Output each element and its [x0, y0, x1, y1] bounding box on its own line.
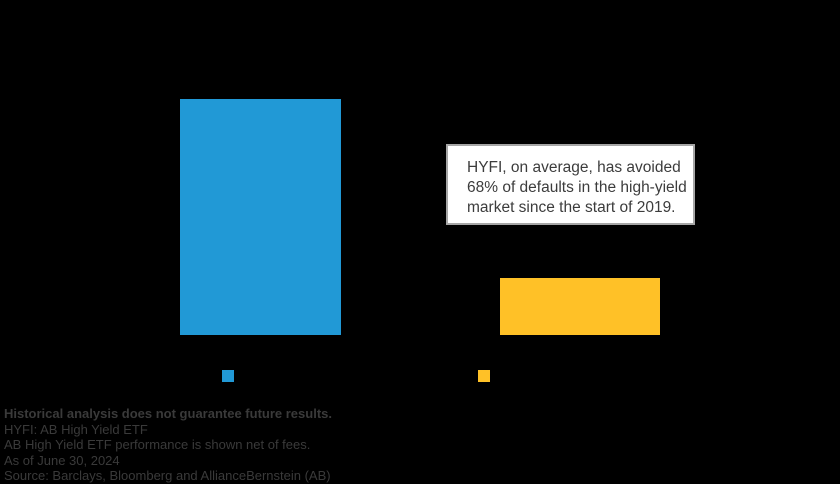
bar-blue — [180, 99, 341, 335]
footnote-disclaimer: Historical analysis does not guarantee f… — [4, 406, 332, 421]
callout-text-line: 68% of defaults in the high-yield — [467, 179, 687, 196]
footnotes: Historical analysis does not guarantee f… — [4, 406, 332, 484]
callout-box: HYFI, on average, has avoided 68% of def… — [446, 144, 695, 225]
legend-swatch-blue — [222, 370, 234, 382]
footnote-as-of-date: As of June 30, 2024 — [4, 452, 120, 468]
bar-yellow — [500, 278, 660, 335]
callout-text-line: HYFI, on average, has avoided — [467, 159, 681, 176]
footnote-hyfi-definition: HYFI: AB High Yield ETF — [4, 421, 148, 437]
legend-swatch-yellow — [478, 370, 490, 382]
callout-text-line: market since the start of 2019. — [467, 199, 676, 216]
footnote-net-of-fees: AB High Yield ETF performance is shown n… — [4, 437, 311, 452]
footnote-source: Source: Barclays, Bloomberg and Alliance… — [4, 468, 331, 483]
